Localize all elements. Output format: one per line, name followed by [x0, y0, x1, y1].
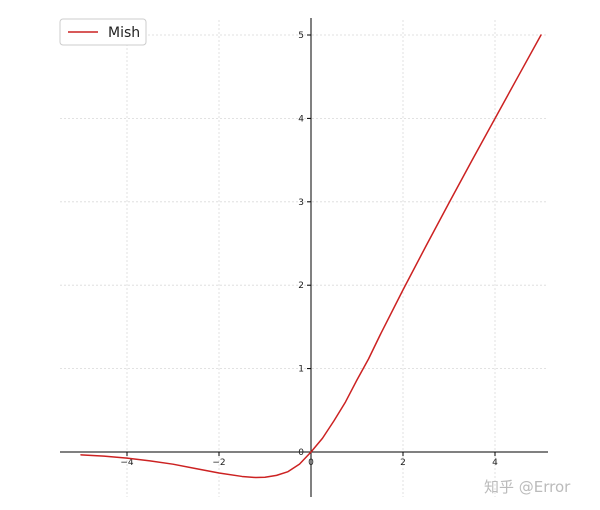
y-tick-label: 5 — [298, 31, 304, 41]
tick-marks-and-labels: −4 −2 0 2 4 0 1 2 3 4 5 — [120, 31, 498, 468]
y-tick-label: 2 — [298, 281, 304, 291]
y-tick-label: 0 — [298, 448, 304, 458]
x-tick-label: 2 — [400, 458, 406, 468]
series-line-mish — [80, 34, 542, 479]
y-tick-label: 1 — [298, 365, 304, 375]
grid-lines — [60, 20, 548, 497]
y-tick-label: 3 — [298, 198, 304, 208]
y-tick-label: 4 — [298, 114, 304, 124]
series-lines — [80, 34, 542, 479]
axes — [60, 18, 548, 497]
legend: Mish — [59, 18, 147, 46]
legend-frame — [59, 18, 147, 46]
x-tick-label: −2 — [212, 458, 225, 468]
x-tick-label: 4 — [492, 458, 498, 468]
x-tick-label: 0 — [308, 458, 314, 468]
x-tick-label: −4 — [120, 458, 134, 468]
watermark: 知乎 @Error — [484, 478, 571, 496]
legend-label-mish: Mish — [108, 25, 140, 41]
watermark-text: 知乎 @Error — [484, 478, 571, 496]
